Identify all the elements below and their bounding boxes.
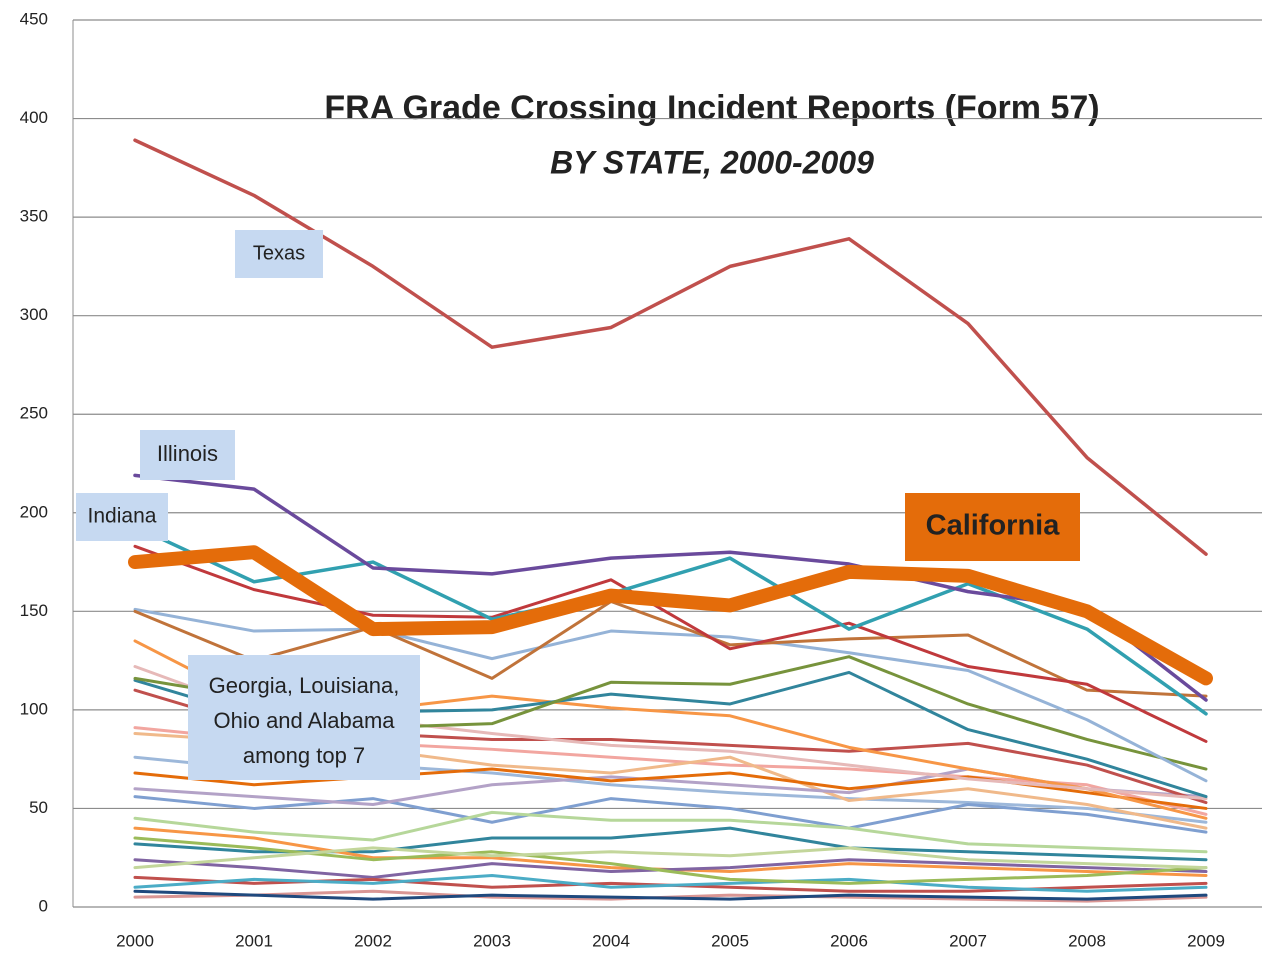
series-line xyxy=(133,599,1208,698)
y-tick-label: 250 xyxy=(20,404,48,423)
series-label: Texas xyxy=(253,242,305,264)
y-tick-label: 50 xyxy=(29,798,48,817)
series-line xyxy=(133,889,1208,901)
x-tick-label: 2001 xyxy=(235,931,273,950)
series-label: Indiana xyxy=(88,505,157,528)
x-tick-label: 2006 xyxy=(830,931,868,950)
x-tick-label: 2005 xyxy=(711,931,749,950)
series-label: California xyxy=(926,510,1061,542)
label-box xyxy=(140,430,235,480)
y-tick-label: 300 xyxy=(20,305,48,324)
label-box xyxy=(905,493,1080,561)
annotation: Georgia, Louisiana, xyxy=(209,673,400,698)
series-line xyxy=(133,810,1208,854)
annotation-box xyxy=(188,655,420,780)
series-line xyxy=(128,545,1213,686)
y-tick-label: 450 xyxy=(20,9,48,28)
series-line xyxy=(133,858,1208,879)
x-tick-label: 2007 xyxy=(949,931,987,950)
series-line xyxy=(133,846,1208,870)
series-line xyxy=(133,524,1208,716)
y-tick-label: 100 xyxy=(20,699,48,718)
x-tick-label: 2002 xyxy=(354,931,392,950)
y-tick-label: 400 xyxy=(20,108,48,127)
x-tick-label: 2000 xyxy=(116,931,154,950)
label-box xyxy=(235,230,323,278)
x-tick-label: 2008 xyxy=(1068,931,1106,950)
series-line xyxy=(133,544,1208,743)
series-line xyxy=(133,607,1208,783)
series-line xyxy=(133,873,1208,893)
series-line xyxy=(133,795,1208,834)
annotation: Ohio and Alabama xyxy=(213,708,395,733)
y-tick-label: 150 xyxy=(20,601,48,620)
annotation: among top 7 xyxy=(243,743,365,768)
series-line xyxy=(133,138,1208,556)
chart-subtitle: BY STATE, 2000-2009 xyxy=(550,144,874,180)
y-tick-label: 350 xyxy=(20,207,48,226)
x-tick-label: 2004 xyxy=(592,931,630,950)
x-tick-label: 2009 xyxy=(1187,931,1225,950)
x-tick-label: 2003 xyxy=(473,931,511,950)
y-tick-label: 0 xyxy=(39,896,48,915)
series-label: Illinois xyxy=(157,441,218,466)
plot: Texas Indiana Illinois California Georgia, L… xyxy=(72,19,1262,908)
y-tick-label: 200 xyxy=(20,502,48,521)
chart-title: FRA Grade Crossing Incident Reports (For… xyxy=(324,89,1099,127)
label-box xyxy=(76,493,168,541)
